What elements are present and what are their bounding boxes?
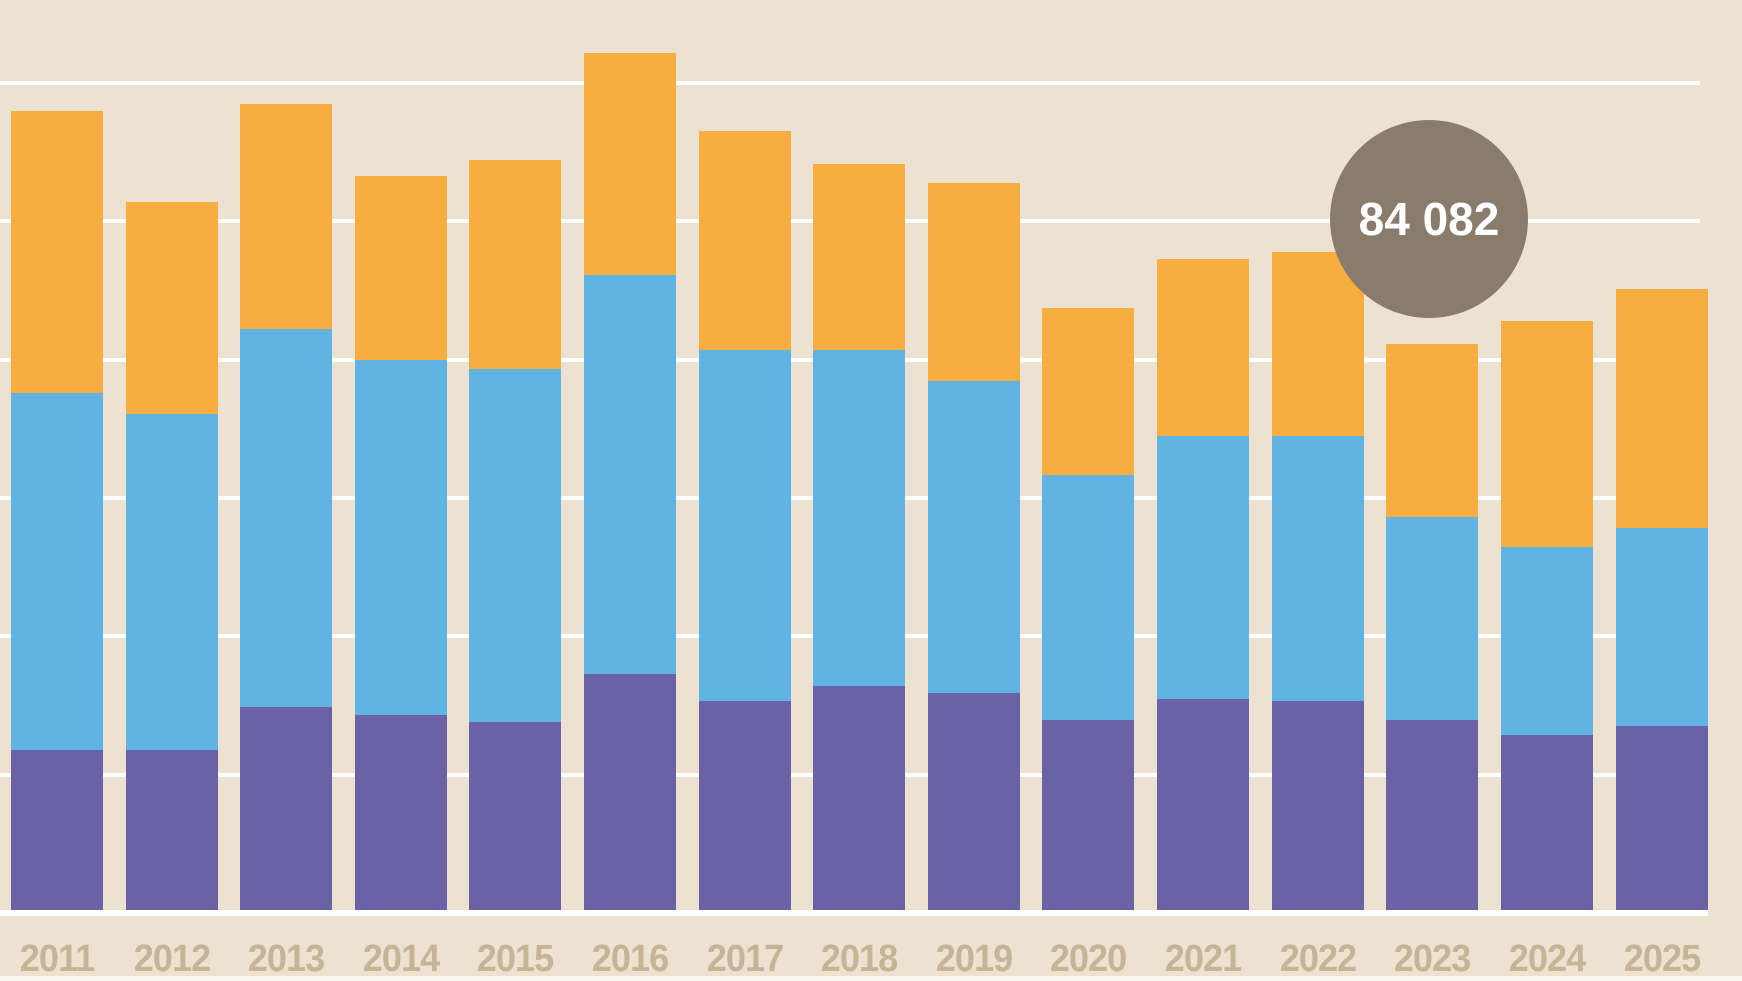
x-axis-label-2019: 2019 <box>935 938 1013 980</box>
bar-2025-segment-top-orange <box>1616 289 1708 528</box>
bar-2015-segment-bottom-purple <box>469 722 561 913</box>
bar-2023-segment-top-orange <box>1386 344 1478 518</box>
bar-2018-segment-top-orange <box>813 163 905 350</box>
bar-2024-segment-bottom-purple <box>1501 735 1593 913</box>
bar-2021-segment-top-orange <box>1157 259 1249 437</box>
bar-2016-segment-middle-blue <box>584 274 676 675</box>
bar-2017 <box>699 130 791 913</box>
bar-2013-segment-top-orange <box>240 104 332 329</box>
bar-2019 <box>928 183 1020 913</box>
bar-2012 <box>126 202 218 913</box>
bar-2015 <box>469 159 561 913</box>
bar-2023-segment-middle-blue <box>1386 517 1478 721</box>
bar-2013 <box>240 104 332 913</box>
x-axis-label-2015: 2015 <box>476 938 554 980</box>
bar-2021 <box>1157 259 1249 913</box>
bar-2025-segment-bottom-purple <box>1616 726 1708 913</box>
bar-2013-segment-bottom-purple <box>240 707 332 913</box>
bar-2021-segment-middle-blue <box>1157 436 1249 700</box>
bar-2023-segment-bottom-purple <box>1386 720 1478 913</box>
bar-2022-segment-top-orange <box>1272 251 1364 436</box>
bar-2015-segment-top-orange <box>469 159 561 369</box>
bar-2011-segment-middle-blue <box>11 392 103 750</box>
x-axis-label-2014: 2014 <box>362 938 440 980</box>
value-badge-text: 84 082 <box>1358 193 1500 245</box>
bar-2017-segment-top-orange <box>699 130 791 351</box>
bar-2019-segment-top-orange <box>928 183 1020 382</box>
value-badge: 84 082 <box>1330 120 1528 318</box>
bar-2019-segment-middle-blue <box>928 381 1020 694</box>
bar-2024 <box>1501 321 1593 913</box>
x-axis-baseline <box>0 910 1708 916</box>
bar-2014-segment-bottom-purple <box>355 714 447 913</box>
x-axis-label-2012: 2012 <box>133 938 211 980</box>
x-axis-label-2017: 2017 <box>706 938 784 980</box>
bar-2016 <box>584 53 676 913</box>
bar-2017-segment-middle-blue <box>699 350 791 702</box>
bar-2025 <box>1616 289 1708 913</box>
bar-2018 <box>813 163 905 913</box>
bar-2020-segment-top-orange <box>1042 307 1134 476</box>
bar-2022-segment-middle-blue <box>1272 435 1364 702</box>
bar-2011-segment-top-orange <box>11 110 103 393</box>
bar-2023 <box>1386 344 1478 913</box>
bar-2022-segment-bottom-purple <box>1272 701 1364 913</box>
bar-2011-segment-bottom-purple <box>11 749 103 913</box>
bar-2012-segment-middle-blue <box>126 413 218 750</box>
x-axis-label-2023: 2023 <box>1393 938 1471 980</box>
x-axis-label-2013: 2013 <box>247 938 325 980</box>
bar-2024-segment-middle-blue <box>1501 547 1593 736</box>
bar-2011 <box>11 110 103 913</box>
bar-2025-segment-middle-blue <box>1616 527 1708 727</box>
bar-2012-segment-bottom-purple <box>126 749 218 913</box>
x-axis-label-2025: 2025 <box>1623 938 1701 980</box>
bar-2016-segment-bottom-purple <box>584 674 676 913</box>
bar-2021-segment-bottom-purple <box>1157 699 1249 913</box>
bar-2018-segment-bottom-purple <box>813 686 905 913</box>
x-axis-label-2020: 2020 <box>1049 938 1127 980</box>
x-axis-label-2018: 2018 <box>820 938 898 980</box>
x-axis-label-2024: 2024 <box>1508 938 1586 980</box>
bar-2013-segment-middle-blue <box>240 328 332 708</box>
x-axis-label-2022: 2022 <box>1279 938 1357 980</box>
x-axis-label-2021: 2021 <box>1164 938 1242 980</box>
bar-2014-segment-top-orange <box>355 175 447 360</box>
bar-2012-segment-top-orange <box>126 202 218 414</box>
x-axis-label-2016: 2016 <box>591 938 669 980</box>
bar-2024-segment-top-orange <box>1501 321 1593 548</box>
bar-2019-segment-bottom-purple <box>928 693 1020 913</box>
bar-2020-segment-middle-blue <box>1042 475 1134 721</box>
bar-2014 <box>355 175 447 913</box>
bar-2020-segment-bottom-purple <box>1042 720 1134 913</box>
gridline <box>0 81 1700 86</box>
bar-2022 <box>1272 251 1364 913</box>
bar-2015-segment-middle-blue <box>469 368 561 723</box>
bar-2014-segment-middle-blue <box>355 359 447 715</box>
bar-2020 <box>1042 307 1134 913</box>
bar-2017-segment-bottom-purple <box>699 701 791 913</box>
bottom-edge-strip <box>0 976 1742 981</box>
bar-2018-segment-middle-blue <box>813 349 905 687</box>
bar-2016-segment-top-orange <box>584 53 676 275</box>
x-axis-label-2011: 2011 <box>19 938 95 980</box>
